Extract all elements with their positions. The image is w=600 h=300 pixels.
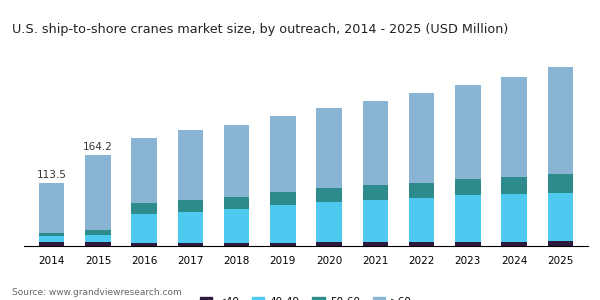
Text: U.S. ship-to-shore cranes market size, by outreach, 2014 - 2025 (USD Million): U.S. ship-to-shore cranes market size, b… bbox=[12, 23, 508, 36]
Bar bbox=[131, 138, 157, 203]
Bar bbox=[362, 101, 388, 185]
Bar bbox=[455, 195, 481, 242]
Bar bbox=[502, 242, 527, 246]
Bar bbox=[455, 85, 481, 179]
Bar bbox=[178, 130, 203, 200]
Text: 113.5: 113.5 bbox=[37, 170, 67, 180]
Bar bbox=[178, 200, 203, 212]
Bar bbox=[502, 77, 527, 177]
Bar bbox=[39, 183, 64, 233]
Bar bbox=[409, 198, 434, 242]
Bar bbox=[316, 188, 342, 202]
Bar bbox=[362, 242, 388, 246]
Bar bbox=[85, 155, 110, 230]
Legend: <40, 40-49, 50-60, >60: <40, 40-49, 50-60, >60 bbox=[196, 293, 416, 300]
Bar bbox=[270, 192, 296, 205]
Bar bbox=[502, 194, 527, 242]
Bar bbox=[270, 243, 296, 246]
Bar bbox=[548, 174, 573, 193]
Bar bbox=[409, 242, 434, 246]
Bar bbox=[548, 67, 573, 174]
Bar bbox=[85, 230, 110, 236]
Bar bbox=[409, 183, 434, 198]
Bar bbox=[39, 236, 64, 242]
Bar bbox=[455, 179, 481, 195]
Bar bbox=[502, 177, 527, 194]
Bar bbox=[178, 212, 203, 243]
Bar bbox=[362, 185, 388, 200]
Bar bbox=[548, 193, 573, 241]
Bar bbox=[316, 108, 342, 188]
Bar bbox=[85, 236, 110, 242]
Bar bbox=[224, 197, 250, 209]
Bar bbox=[131, 203, 157, 214]
Bar bbox=[455, 242, 481, 246]
Bar bbox=[548, 241, 573, 246]
Bar bbox=[270, 116, 296, 192]
Bar bbox=[224, 209, 250, 243]
Bar bbox=[224, 125, 250, 197]
Bar bbox=[131, 243, 157, 246]
Bar bbox=[316, 202, 342, 242]
Bar bbox=[85, 242, 110, 246]
Bar bbox=[362, 200, 388, 242]
Bar bbox=[316, 242, 342, 246]
Text: 164.2: 164.2 bbox=[83, 142, 113, 152]
Bar bbox=[409, 93, 434, 183]
Bar bbox=[39, 233, 64, 236]
Bar bbox=[224, 243, 250, 246]
Bar bbox=[178, 243, 203, 246]
Bar bbox=[39, 242, 64, 246]
Bar bbox=[131, 214, 157, 243]
Bar bbox=[270, 205, 296, 243]
Text: Source: www.grandviewresearch.com: Source: www.grandviewresearch.com bbox=[12, 288, 182, 297]
